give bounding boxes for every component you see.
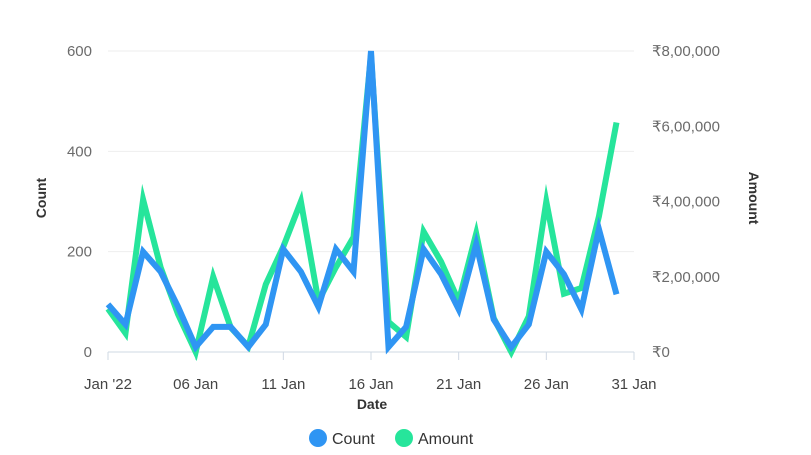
x-tick-label: 26 Jan	[524, 376, 569, 393]
y-tick-label: 200	[67, 244, 92, 261]
x-tick-label: 11 Jan	[261, 376, 305, 393]
x-tick-label: 06 Jan	[173, 376, 218, 393]
legend-marker-count[interactable]	[309, 429, 327, 447]
x-axis-title: Date	[357, 396, 388, 412]
legend: Count Amount	[309, 429, 474, 448]
y-axis-left: 0 200 400 600	[67, 43, 92, 361]
y-axis-title-left: Count	[33, 177, 49, 218]
y-tick-label: 0	[84, 344, 92, 361]
y2-tick-label: ₹0	[652, 344, 670, 361]
y2-tick-label: ₹6,00,000	[652, 118, 720, 135]
y-tick-label: 400	[67, 143, 92, 160]
x-tick-label: Jan '22	[84, 376, 132, 393]
legend-label-count[interactable]: Count	[332, 431, 375, 448]
legend-label-amount[interactable]: Amount	[418, 431, 474, 448]
y2-tick-label: ₹4,00,000	[652, 194, 720, 211]
x-tick-label: 16 Jan	[348, 376, 393, 393]
x-axis: Jan '22 06 Jan 11 Jan 16 Jan 21 Jan 26 Jan 31 …	[84, 351, 657, 393]
series-line-count[interactable]	[105, 50, 620, 355]
y-tick-label: 600	[67, 43, 92, 60]
x-tick-label: 21 Jan	[436, 376, 481, 393]
y2-tick-label: ₹8,00,000	[652, 43, 720, 60]
y-axis-title-right: Amount	[746, 172, 762, 225]
series-line-amount[interactable]	[105, 54, 620, 362]
legend-marker-amount[interactable]	[395, 429, 413, 447]
series-lines	[105, 50, 620, 362]
y2-tick-label: ₹2,00,000	[652, 269, 720, 286]
x-tick-label: 31 Jan	[611, 376, 656, 393]
y-axis-right: ₹0 ₹2,00,000 ₹4,00,000 ₹6,00,000 ₹8,00,000	[652, 43, 720, 361]
